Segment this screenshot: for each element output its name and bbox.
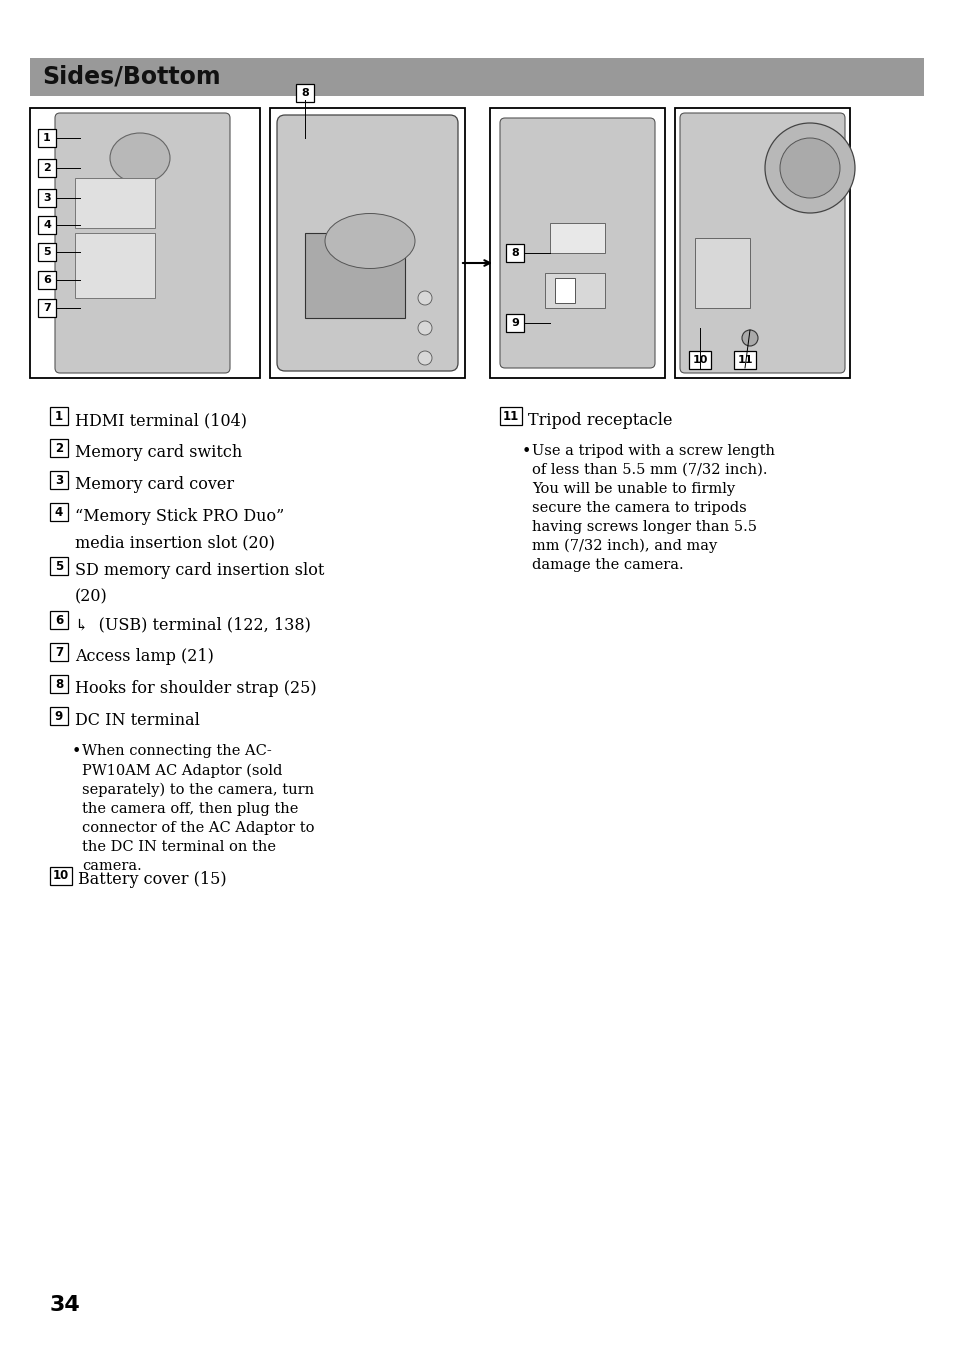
FancyBboxPatch shape	[679, 113, 844, 373]
Bar	[295, 83, 314, 102]
Circle shape	[780, 139, 840, 198]
Bar	[733, 351, 755, 369]
Text: 34: 34	[50, 1295, 81, 1315]
Bar	[270, 108, 464, 378]
Bar	[50, 503, 68, 521]
Text: HDMI terminal (104): HDMI terminal (104)	[75, 412, 247, 429]
Text: 8: 8	[301, 87, 309, 98]
Bar	[550, 223, 604, 253]
Circle shape	[764, 122, 854, 213]
Ellipse shape	[110, 133, 170, 183]
Bar	[30, 58, 923, 95]
Text: 6: 6	[55, 613, 63, 627]
Bar	[505, 313, 523, 332]
Circle shape	[417, 351, 432, 364]
Text: 7: 7	[55, 646, 63, 659]
Text: media insertion slot (20): media insertion slot (20)	[75, 534, 274, 551]
Text: 2: 2	[43, 163, 51, 174]
Text: 4: 4	[43, 221, 51, 230]
Text: 2: 2	[55, 441, 63, 455]
Bar	[50, 643, 68, 660]
Bar	[675, 108, 849, 378]
Text: 10: 10	[52, 869, 69, 882]
Text: (20): (20)	[75, 588, 108, 605]
Text: •: •	[71, 744, 81, 759]
Text: 5: 5	[43, 247, 51, 257]
Bar	[688, 351, 710, 369]
Bar	[499, 408, 521, 425]
Bar	[38, 243, 56, 261]
Text: 6: 6	[43, 274, 51, 285]
Text: 3: 3	[43, 192, 51, 203]
Text: 9: 9	[55, 710, 63, 722]
Ellipse shape	[325, 214, 415, 269]
Bar	[50, 611, 68, 629]
Bar	[30, 108, 260, 378]
Circle shape	[417, 321, 432, 335]
Text: When connecting the AC-
PW10AM AC Adaptor (sold
separately) to the camera, turn
: When connecting the AC- PW10AM AC Adapto…	[82, 744, 314, 873]
Text: •: •	[521, 444, 531, 459]
Bar	[38, 299, 56, 317]
Text: Use a tripod with a screw length
of less than 5.5 mm (7/32 inch).
You will be un: Use a tripod with a screw length of less…	[532, 444, 774, 572]
Bar	[50, 707, 68, 725]
Text: 1: 1	[55, 409, 63, 422]
Bar	[75, 233, 154, 299]
Bar	[50, 557, 68, 576]
Bar	[555, 278, 575, 303]
Text: 4: 4	[55, 506, 63, 519]
Text: Battery cover (15): Battery cover (15)	[78, 872, 227, 889]
Bar	[38, 129, 56, 147]
Text: SD memory card insertion slot: SD memory card insertion slot	[75, 562, 324, 578]
Text: Hooks for shoulder strap (25): Hooks for shoulder strap (25)	[75, 681, 316, 697]
Text: 1: 1	[43, 133, 51, 143]
Text: 3: 3	[55, 473, 63, 487]
Bar	[695, 238, 749, 308]
Bar	[305, 233, 405, 317]
Bar	[50, 438, 68, 457]
Bar	[50, 675, 68, 693]
Text: 10: 10	[692, 355, 707, 364]
Text: 8: 8	[511, 247, 518, 258]
Bar	[490, 108, 664, 378]
Circle shape	[417, 291, 432, 305]
Text: “Memory Stick PRO Duo”: “Memory Stick PRO Duo”	[75, 508, 284, 525]
Text: 7: 7	[43, 303, 51, 313]
Text: Tripod receptacle: Tripod receptacle	[527, 412, 672, 429]
Bar	[38, 190, 56, 207]
Text: Access lamp (21): Access lamp (21)	[75, 648, 213, 664]
Bar	[50, 866, 71, 885]
Circle shape	[741, 330, 758, 346]
Text: Sides/Bottom: Sides/Bottom	[42, 65, 220, 89]
FancyBboxPatch shape	[499, 118, 655, 369]
Bar	[50, 408, 68, 425]
Text: 8: 8	[55, 678, 63, 690]
Text: 11: 11	[737, 355, 752, 364]
Text: ↳  (USB) terminal (122, 138): ↳ (USB) terminal (122, 138)	[75, 616, 311, 633]
Text: DC IN terminal: DC IN terminal	[75, 712, 200, 729]
FancyBboxPatch shape	[276, 116, 457, 371]
Bar	[38, 159, 56, 178]
Bar	[38, 217, 56, 234]
Text: 9: 9	[511, 317, 518, 328]
Text: Memory card switch: Memory card switch	[75, 444, 242, 461]
FancyBboxPatch shape	[55, 113, 230, 373]
Bar	[544, 273, 604, 308]
Text: 5: 5	[55, 560, 63, 573]
Text: 11: 11	[502, 409, 518, 422]
Bar	[38, 270, 56, 289]
Bar	[50, 471, 68, 490]
Text: Memory card cover: Memory card cover	[75, 476, 233, 494]
Bar	[505, 243, 523, 262]
Bar	[75, 178, 154, 229]
